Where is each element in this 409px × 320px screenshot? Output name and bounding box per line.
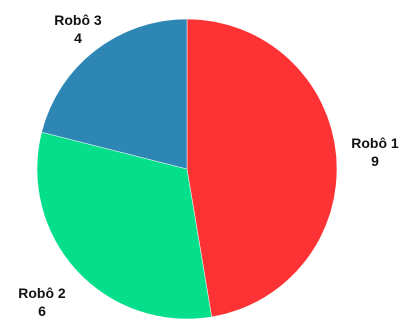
slice-name-label: Robô 2 (18, 285, 66, 301)
pie-slice-2 (36, 131, 212, 320)
pie-slice-1 (186, 18, 338, 318)
slice-name-label: Robô 3 (54, 12, 102, 28)
pie-slice-3 (41, 18, 188, 170)
pie-labels: Robô 1 9 Robô 2 6 Robô 3 4 (18, 12, 399, 319)
slice-value-label: 9 (371, 153, 379, 169)
slice-value-label: 4 (74, 30, 82, 46)
pie-slices (36, 18, 338, 320)
slice-value-label: 6 (38, 303, 46, 319)
slice-name-label: Robô 1 (351, 135, 399, 151)
